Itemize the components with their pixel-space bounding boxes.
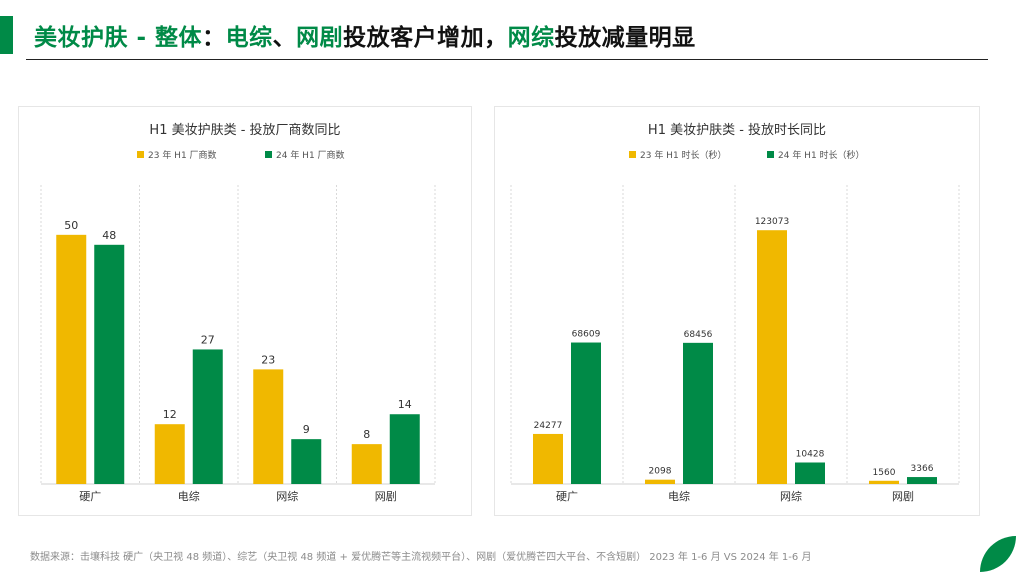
data-source-note: 数据来源：击壤科技 硬广（央卫视 48 频道）、综艺（央卫视 48 频道 + 爱… bbox=[30, 552, 812, 563]
bar-2024-0 bbox=[571, 342, 601, 484]
bar-2024-1 bbox=[192, 349, 223, 484]
title-part-tv-variety: 电综 bbox=[225, 25, 273, 51]
title-divider bbox=[26, 59, 988, 60]
duration-chart-panel: H1 美妆护肤类 - 投放时长同比 23 年 H1 时长（秒） 24 年 H1 时长… bbox=[494, 106, 980, 516]
page-title: 美妆护肤 - 整体：电综、网剧投放客户增加，网综投放减量明显 bbox=[34, 18, 696, 52]
title-colon: ： bbox=[202, 25, 226, 51]
chart-title: H1 美妆护肤类 - 投放时长同比 bbox=[648, 122, 826, 138]
data-label: 9 bbox=[303, 423, 310, 436]
title-part-web-drama: 网剧 bbox=[296, 25, 344, 51]
category-label-3: 网剧 bbox=[892, 490, 914, 503]
bar-2023-1 bbox=[154, 424, 185, 484]
category-label-1: 电综 bbox=[178, 489, 200, 503]
legend-swatch-0 bbox=[137, 151, 144, 158]
category-label-3: 网剧 bbox=[375, 490, 397, 503]
title-separator: 、 bbox=[272, 25, 297, 51]
advertiser-count-chart: H1 美妆护肤类 - 投放厂商数同比 23 年 H1 厂商数 24 年 H1 厂商数… bbox=[40, 122, 436, 503]
title-part-increase: 投放客户增加， bbox=[343, 25, 508, 51]
legend-swatch-1 bbox=[265, 151, 272, 158]
bar-2023-0 bbox=[533, 433, 563, 484]
data-label: 8 bbox=[363, 428, 370, 441]
bar-2024-2 bbox=[795, 462, 825, 484]
bar-2024-3 bbox=[907, 477, 937, 484]
duration-chart: H1 美妆护肤类 - 投放时长同比 23 年 H1 时长（秒） 24 年 H1 时长… bbox=[510, 122, 960, 503]
legend-label-0: 23 年 H1 厂商数 bbox=[148, 149, 217, 161]
title-part-skincare: 美妆护肤 - 整体 bbox=[34, 25, 203, 51]
title-part-decrease: 投放减量明显 bbox=[554, 25, 696, 51]
data-label: 48 bbox=[102, 229, 116, 242]
legend-label-1: 24 年 H1 时长（秒） bbox=[778, 149, 865, 161]
data-label: 12 bbox=[163, 408, 177, 421]
bar-2024-2 bbox=[291, 439, 322, 484]
category-label-0: 硬广 bbox=[79, 490, 101, 503]
title-part-web-variety: 网综 bbox=[507, 25, 555, 51]
chart-title: H1 美妆护肤类 - 投放厂商数同比 bbox=[149, 122, 340, 138]
category-label-0: 硬广 bbox=[556, 490, 578, 503]
bar-2024-0 bbox=[94, 244, 125, 484]
bar-2023-2 bbox=[253, 369, 284, 484]
title-accent-bar bbox=[0, 16, 13, 54]
data-label: 23 bbox=[261, 353, 275, 366]
legend-label-0: 23 年 H1 时长（秒） bbox=[640, 149, 727, 161]
category-label-2: 网综 bbox=[780, 489, 802, 503]
advertiser-count-chart-panel: H1 美妆护肤类 - 投放厂商数同比 23 年 H1 厂商数 24 年 H1 厂商数… bbox=[18, 106, 472, 516]
data-label: 68456 bbox=[684, 330, 713, 340]
data-label: 27 bbox=[201, 333, 215, 346]
legend-swatch-1 bbox=[767, 151, 774, 158]
bar-2024-3 bbox=[389, 414, 420, 484]
bar-2023-3 bbox=[869, 480, 899, 484]
bar-2023-2 bbox=[757, 230, 787, 484]
data-label: 3366 bbox=[911, 464, 934, 474]
category-label-1: 电综 bbox=[668, 489, 690, 503]
data-label: 24277 bbox=[534, 421, 563, 431]
data-label: 14 bbox=[398, 398, 412, 411]
data-label: 1560 bbox=[873, 468, 896, 478]
bar-2023-3 bbox=[351, 444, 382, 484]
bar-2023-1 bbox=[645, 479, 675, 484]
data-label: 10428 bbox=[796, 449, 825, 459]
data-label: 68609 bbox=[572, 330, 601, 340]
brand-leaf-logo bbox=[980, 536, 1016, 572]
bar-2024-1 bbox=[683, 342, 713, 484]
bar-2023-0 bbox=[56, 234, 87, 484]
legend-swatch-0 bbox=[629, 151, 636, 158]
data-label: 123073 bbox=[755, 217, 789, 227]
category-label-2: 网综 bbox=[276, 489, 298, 503]
data-label: 50 bbox=[64, 219, 78, 232]
data-label: 2098 bbox=[649, 467, 672, 477]
legend-label-1: 24 年 H1 厂商数 bbox=[276, 149, 345, 161]
